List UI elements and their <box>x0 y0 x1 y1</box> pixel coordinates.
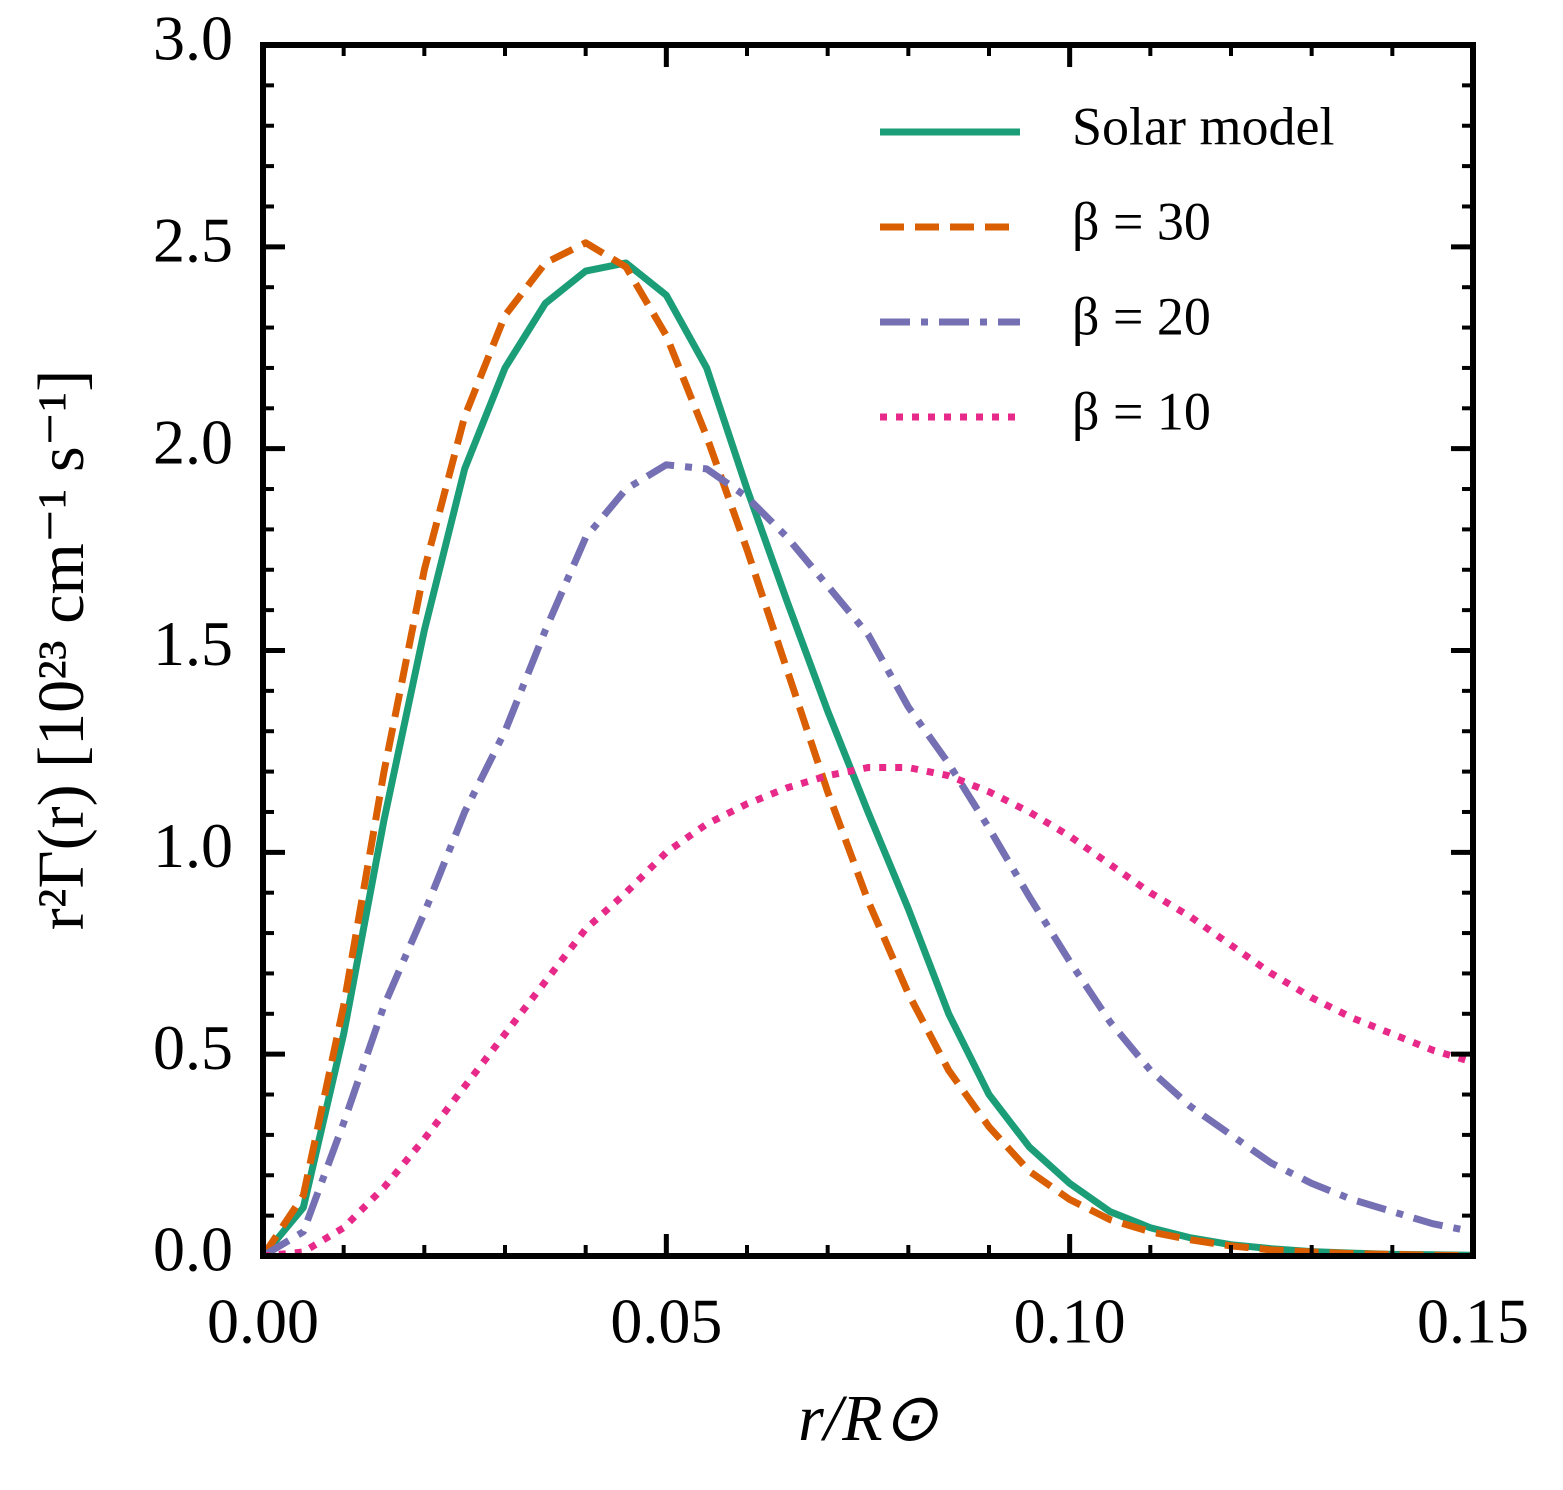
y-tick-label: 2.5 <box>153 205 233 276</box>
y-tick-label: 2.0 <box>153 406 233 477</box>
legend-label: β = 30 <box>1072 191 1211 251</box>
x-tick-label: 0.15 <box>1417 1286 1529 1357</box>
y-tick-label: 0.0 <box>153 1214 233 1285</box>
plot-frame <box>260 42 1476 1259</box>
y-axis-label: r²Γ(r) [10²³ cm⁻¹ s⁻¹] <box>25 370 98 930</box>
legend-label: Solar model <box>1072 96 1334 156</box>
series-line <box>263 461 1473 1256</box>
series-line <box>263 764 1473 1256</box>
x-tick-label: 0.05 <box>610 1286 722 1357</box>
x-tick-label: 0.00 <box>207 1286 319 1357</box>
x-tick-label: 0.10 <box>1014 1286 1126 1357</box>
y-tick-label: 1.0 <box>153 810 233 881</box>
legend-label: β = 20 <box>1072 286 1211 346</box>
y-tick-label: 0.5 <box>153 1012 233 1083</box>
legend-label: β = 10 <box>1072 381 1211 441</box>
series-line <box>263 239 1473 1256</box>
y-tick-label: 3.0 <box>153 3 233 74</box>
y-tick-label: 1.5 <box>153 608 233 679</box>
x-axis-label: r/R⊙ <box>798 1382 938 1455</box>
